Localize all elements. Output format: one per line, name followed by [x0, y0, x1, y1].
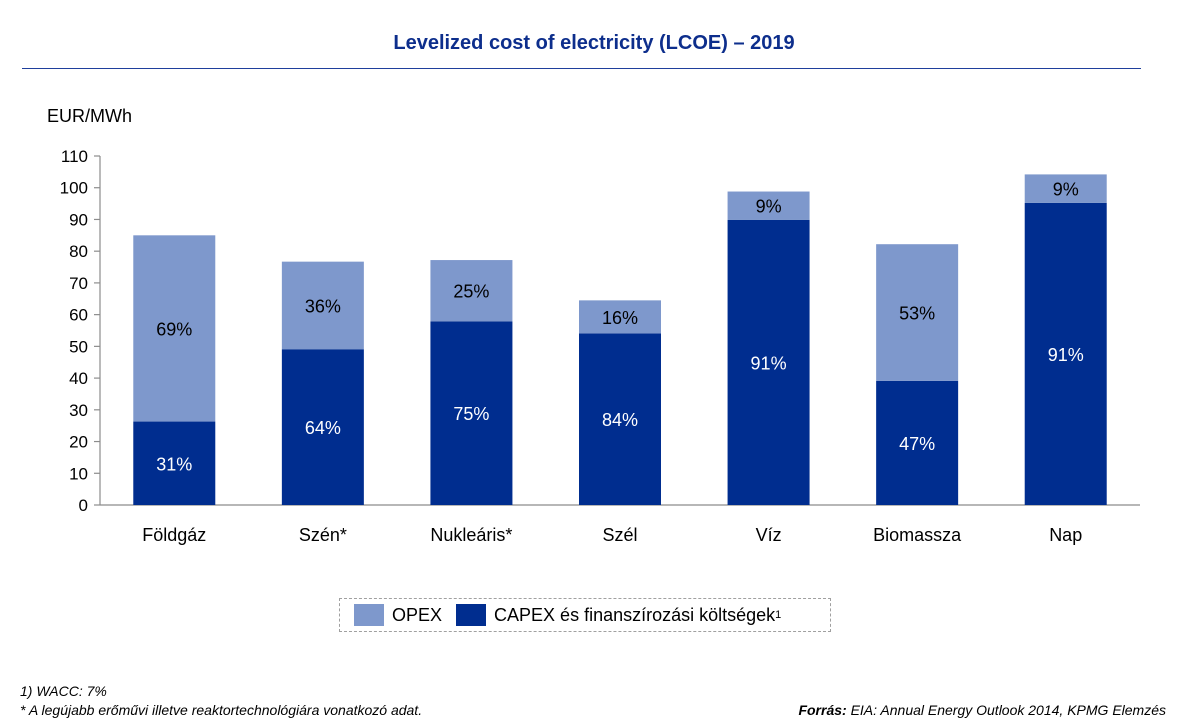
bar-capex-label: 84%	[602, 410, 638, 430]
source-text: EIA: Annual Energy Outlook 2014, KPMG El…	[850, 702, 1166, 718]
footnote-technology: * A legújabb erőművi illetve reaktortech…	[20, 702, 423, 718]
y-tick-label: 100	[60, 179, 88, 198]
bar-capex-segment	[430, 321, 513, 505]
bar-capex-label: 31%	[156, 454, 192, 474]
y-tick-label: 40	[69, 369, 88, 388]
bar-opex-label: 16%	[602, 308, 638, 328]
y-tick-label: 10	[69, 464, 88, 483]
chart-title: Levelized cost of electricity (LCOE) – 2…	[393, 32, 795, 54]
bar-opex-label: 9%	[756, 197, 782, 217]
bar-opex-segment	[281, 261, 364, 350]
x-category-label: Szél	[602, 525, 637, 545]
bar-capex-label: 47%	[899, 434, 935, 454]
lcoe-stacked-bar-chart: 0 10 20 30 40 50 60 70 80 90 100 110 31% 69% Földgáz 64…	[60, 147, 1140, 545]
bar-capex-segment	[281, 349, 364, 505]
bar-opex-segment	[579, 300, 661, 334]
chart-legend: OPEX CAPEX és finanszírozási költségek 1	[339, 598, 831, 632]
x-category-label: Szén*	[299, 525, 347, 545]
title-divider	[22, 68, 1141, 69]
legend-label-opex: OPEX	[392, 604, 443, 625]
legend-label-capex: CAPEX és finanszírozási költségek	[494, 604, 776, 625]
x-category-label: Biomassza	[873, 525, 962, 545]
y-tick-label: 50	[69, 337, 88, 356]
legend-item-opex: OPEX	[354, 604, 442, 626]
bar-capex-segment	[876, 380, 959, 505]
x-category-label: Víz	[756, 525, 782, 545]
bar-opex-label: 69%	[156, 319, 192, 339]
bar-capex-segment	[727, 219, 810, 505]
y-tick-label: 30	[69, 401, 88, 420]
y-tick-label: 90	[69, 210, 88, 229]
y-tick-label: 110	[61, 147, 88, 166]
legend-swatch-capex	[456, 604, 487, 626]
bar-opex-label: 9%	[1053, 180, 1079, 200]
bar-opex-segment	[727, 191, 810, 220]
x-category-label: Nukleáris*	[430, 525, 512, 545]
y-tick-label: 70	[69, 274, 88, 293]
y-tick-label: 80	[69, 242, 88, 261]
legend-item-capex: CAPEX és finanszírozási költségek 1	[456, 604, 781, 626]
bar-capex-label: 64%	[305, 418, 341, 438]
y-axis-unit-label: EUR/MWh	[47, 106, 132, 126]
source-note: Forrás: EIA: Annual Energy Outlook 2014,…	[798, 702, 1166, 718]
footnote-wacc: 1) WACC: 7%	[20, 683, 107, 699]
bar-capex-label: 91%	[751, 353, 787, 373]
y-tick-label: 60	[69, 306, 88, 325]
bar-capex-segment	[1024, 202, 1107, 505]
x-category-label: Nap	[1049, 525, 1082, 545]
source-label: Forrás:	[798, 702, 847, 718]
x-category-label: Földgáz	[142, 525, 206, 545]
legend-swatch-opex	[354, 604, 384, 626]
bar-capex-segment	[579, 333, 661, 505]
y-tick-label: 0	[79, 496, 88, 515]
bar-opex-label: 36%	[305, 296, 341, 316]
bar-opex-label: 53%	[899, 304, 935, 324]
bar-capex-label: 75%	[453, 404, 489, 424]
bar-opex-segment	[430, 260, 513, 322]
bar-opex-segment	[133, 235, 216, 422]
y-tick-label: 20	[69, 433, 88, 452]
bar-opex-segment	[876, 244, 959, 381]
bar-opex-segment	[1024, 174, 1107, 203]
bar-capex-segment	[133, 421, 216, 505]
bar-opex-label: 25%	[453, 282, 489, 302]
bar-capex-label: 91%	[1048, 345, 1084, 365]
